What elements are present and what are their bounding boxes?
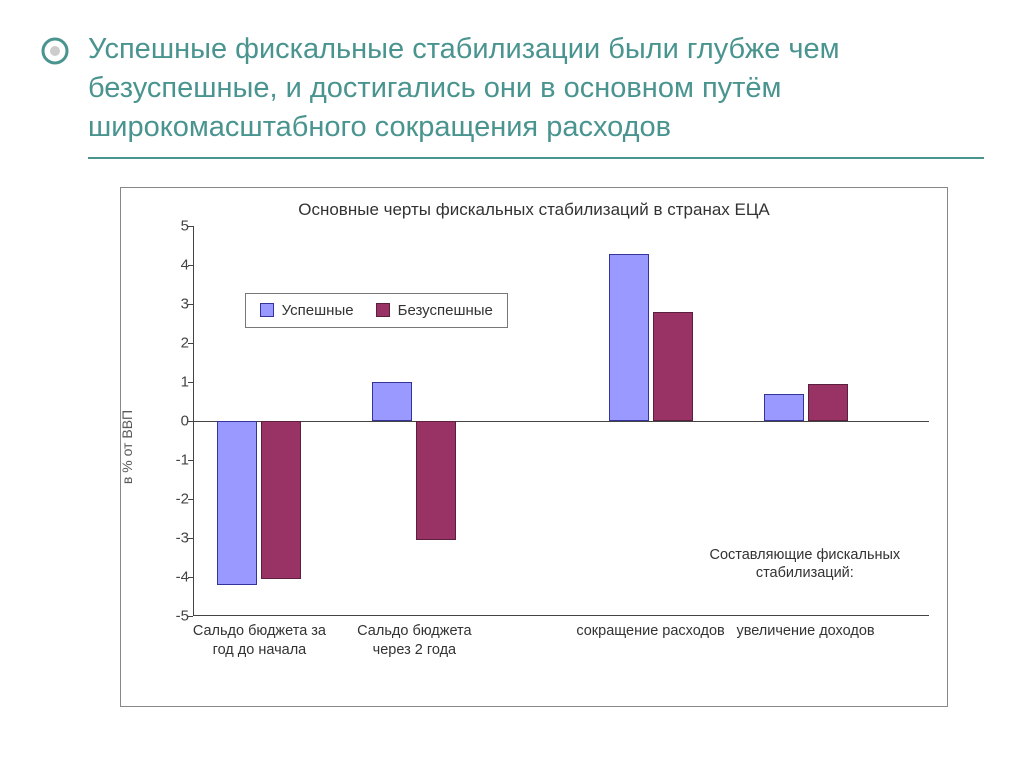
x-axis-label: увеличение доходов xyxy=(731,622,881,640)
title-underline xyxy=(88,157,984,159)
y-tick-label: -1 xyxy=(159,452,189,469)
y-axis-label: в % от ВВП xyxy=(119,410,135,484)
bar xyxy=(764,394,804,421)
y-tick-mark xyxy=(188,421,193,422)
x-axis-label: Сальдо бюджета за год до начала xyxy=(184,622,334,658)
y-tick-mark xyxy=(188,538,193,539)
y-tick-mark xyxy=(188,577,193,578)
bar xyxy=(372,382,412,421)
legend: Успешные Безуспешные xyxy=(245,293,508,328)
legend-label: Успешные xyxy=(282,302,354,319)
chart-title: Основные черты фискальных стабилизаций в… xyxy=(131,200,937,220)
annotation: Составляющие фискальных стабилизаций: xyxy=(695,546,915,582)
x-axis-labels: Сальдо бюджета за год до началаСальдо бю… xyxy=(193,622,929,672)
bar xyxy=(808,384,848,421)
bar xyxy=(217,421,257,585)
bullet-icon xyxy=(40,36,70,66)
bar xyxy=(609,254,649,422)
slide-title: Успешные фискальные стабилизации были гл… xyxy=(88,30,984,147)
y-tick-mark xyxy=(188,226,193,227)
y-tick-mark xyxy=(188,265,193,266)
legend-swatch xyxy=(260,303,274,317)
y-tick-mark xyxy=(188,460,193,461)
legend-label: Безуспешные xyxy=(398,302,493,319)
zero-line xyxy=(193,421,929,422)
legend-swatch xyxy=(376,303,390,317)
y-tick-label: -4 xyxy=(159,569,189,586)
plot-area: -5-4-3-2-1012345УспешныеБезуспешныеСоста… xyxy=(193,226,929,616)
y-tick-mark xyxy=(188,382,193,383)
x-axis-label: Сальдо бюджета через 2 года xyxy=(339,622,489,658)
y-tick-mark xyxy=(188,499,193,500)
y-tick-label: -3 xyxy=(159,530,189,547)
y-tick-label: 2 xyxy=(159,335,189,352)
legend-item: Успешные xyxy=(260,302,354,319)
y-tick-label: 4 xyxy=(159,257,189,274)
bar xyxy=(261,421,301,579)
bar xyxy=(416,421,456,540)
y-tick-label: 0 xyxy=(159,413,189,430)
y-tick-mark xyxy=(188,616,193,617)
y-tick-label: 5 xyxy=(159,218,189,235)
chart-container: Основные черты фискальных стабилизаций в… xyxy=(120,187,948,707)
y-tick-mark xyxy=(188,304,193,305)
y-tick-label: -2 xyxy=(159,491,189,508)
legend-item: Безуспешные xyxy=(376,302,493,319)
y-tick-label: 3 xyxy=(159,296,189,313)
bar xyxy=(653,312,693,421)
y-tick-mark xyxy=(188,343,193,344)
x-axis-label: сокращение расходов xyxy=(576,622,726,640)
y-tick-label: 1 xyxy=(159,374,189,391)
